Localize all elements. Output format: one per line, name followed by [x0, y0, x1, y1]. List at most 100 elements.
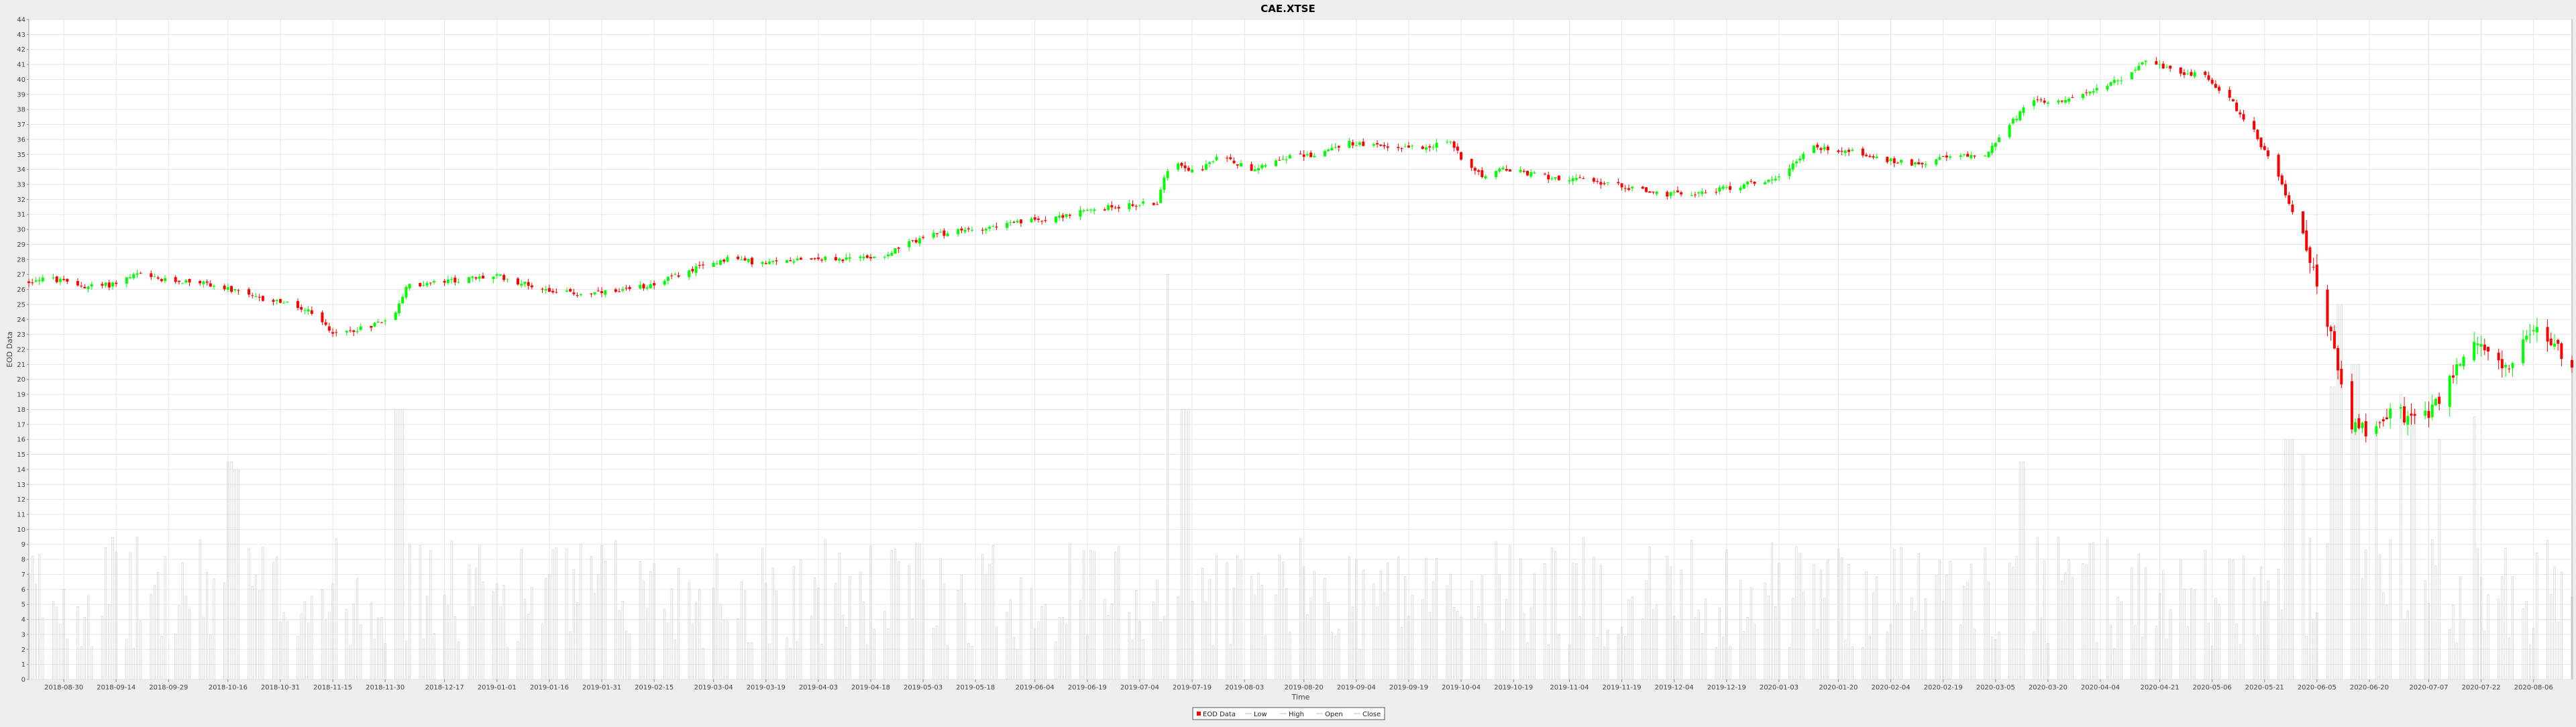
x-tick-label: 2020-07-22 — [2462, 684, 2501, 691]
candle-body — [335, 332, 338, 333]
volume-bar — [1352, 606, 1354, 680]
volume-bar — [101, 616, 103, 680]
candle-body — [873, 256, 876, 258]
candle-body — [2284, 184, 2287, 196]
x-tick-label: 2018-12-17 — [425, 684, 464, 691]
candle-body — [107, 282, 111, 288]
volume-bar — [576, 602, 579, 680]
volume-bar — [1215, 555, 1218, 680]
volume-bar — [429, 550, 432, 680]
volume-bar — [1876, 576, 1878, 680]
candle-body — [1669, 192, 1672, 197]
volume-bar — [2571, 596, 2573, 680]
volume-bar — [1338, 629, 1340, 680]
candle-body — [1302, 154, 1305, 157]
candle-body — [1592, 178, 1595, 182]
volume-bar — [2308, 537, 2312, 680]
volume-bar — [2400, 394, 2402, 680]
volume-bar — [91, 647, 93, 680]
volume-bar — [939, 557, 942, 680]
candle-body — [1921, 162, 1924, 165]
candle-body — [527, 282, 530, 286]
candle-body — [115, 282, 118, 284]
volume-bar — [1135, 590, 1138, 680]
volume-bar — [108, 604, 111, 680]
volume-bar — [1949, 561, 1951, 680]
volume-bar — [1397, 556, 1399, 680]
candle-body — [1362, 142, 1365, 146]
candle-body — [1044, 220, 1047, 221]
candle-body — [2218, 87, 2221, 91]
candle-body — [1791, 163, 1794, 170]
volume-bar — [1578, 616, 1581, 680]
candle-body — [1288, 155, 1291, 159]
candle-body — [1935, 159, 1938, 165]
y-tick-label: 37 — [17, 121, 25, 129]
candle-body — [1061, 215, 1065, 218]
candle-body — [897, 247, 900, 249]
volume-bar — [1642, 618, 1644, 680]
candle-body — [1892, 158, 1896, 164]
volume-bar — [1167, 274, 1169, 680]
candle-body — [2399, 407, 2402, 409]
y-axis-label: EOD Data — [5, 331, 14, 368]
volume-bar — [1180, 409, 1183, 680]
volume-bar — [1750, 587, 1752, 680]
candle-body — [199, 280, 202, 284]
volume-bar — [1309, 597, 1312, 680]
candle-body — [1742, 184, 1746, 189]
volume-bar — [551, 549, 554, 680]
candle-body — [1107, 205, 1110, 210]
volume-bar — [1704, 598, 1707, 680]
candle-body — [698, 265, 701, 266]
volume-bar — [1484, 624, 1487, 680]
volume-bar — [569, 631, 572, 680]
volume-bar — [1232, 588, 1236, 680]
candle-body — [1875, 156, 1878, 158]
candle-body — [1372, 144, 1375, 146]
candle-body — [1794, 161, 1798, 164]
candle-body — [1103, 209, 1106, 211]
candle-body — [202, 281, 205, 284]
candle-body — [2277, 154, 2280, 177]
volume-bar — [209, 634, 212, 680]
volume-bar — [251, 585, 254, 680]
volume-bar — [702, 647, 704, 680]
y-tick-label: 3 — [21, 631, 25, 638]
x-tick-label: 2019-04-18 — [851, 684, 890, 691]
candle-body — [1994, 143, 1997, 147]
candle-body — [1547, 174, 1550, 180]
candle-body — [474, 277, 478, 279]
candle-body — [2019, 111, 2022, 121]
candle-body — [621, 289, 625, 291]
volume-bar — [1938, 560, 1941, 680]
candle-body — [2473, 341, 2476, 361]
candle-body — [1264, 165, 1267, 167]
volume-bar — [1187, 409, 1190, 680]
volume-bar — [1107, 614, 1110, 680]
candle-body — [1348, 140, 1351, 148]
candle-body — [1917, 162, 1921, 165]
volume-bar — [2186, 626, 2189, 680]
volume-bar — [1656, 604, 1658, 680]
volume-bar — [1456, 611, 1459, 680]
volume-bar — [1680, 569, 1682, 680]
y-tick-label: 0 — [21, 677, 25, 684]
x-tick-label: 2019-12-19 — [1707, 684, 1746, 691]
candle-body — [2057, 101, 2060, 103]
candle-body — [883, 257, 886, 258]
candle-body — [376, 321, 380, 323]
volume-bar — [957, 590, 959, 680]
volume-bar — [311, 596, 313, 680]
candle-body — [1987, 152, 1990, 158]
candle-body — [2532, 330, 2535, 331]
candle-body — [1117, 207, 1120, 209]
candle-body — [2535, 327, 2538, 333]
volume-bar — [1330, 632, 1333, 680]
x-tick-label: 2019-11-04 — [1550, 684, 1589, 691]
x-tick-label: 2019-11-19 — [1603, 684, 1642, 691]
x-tick-label: 2019-10-19 — [1494, 684, 1533, 691]
candle-body — [1676, 190, 1679, 192]
y-tick-label: 4 — [21, 616, 25, 624]
x-tick-label: 2019-03-04 — [694, 684, 733, 691]
